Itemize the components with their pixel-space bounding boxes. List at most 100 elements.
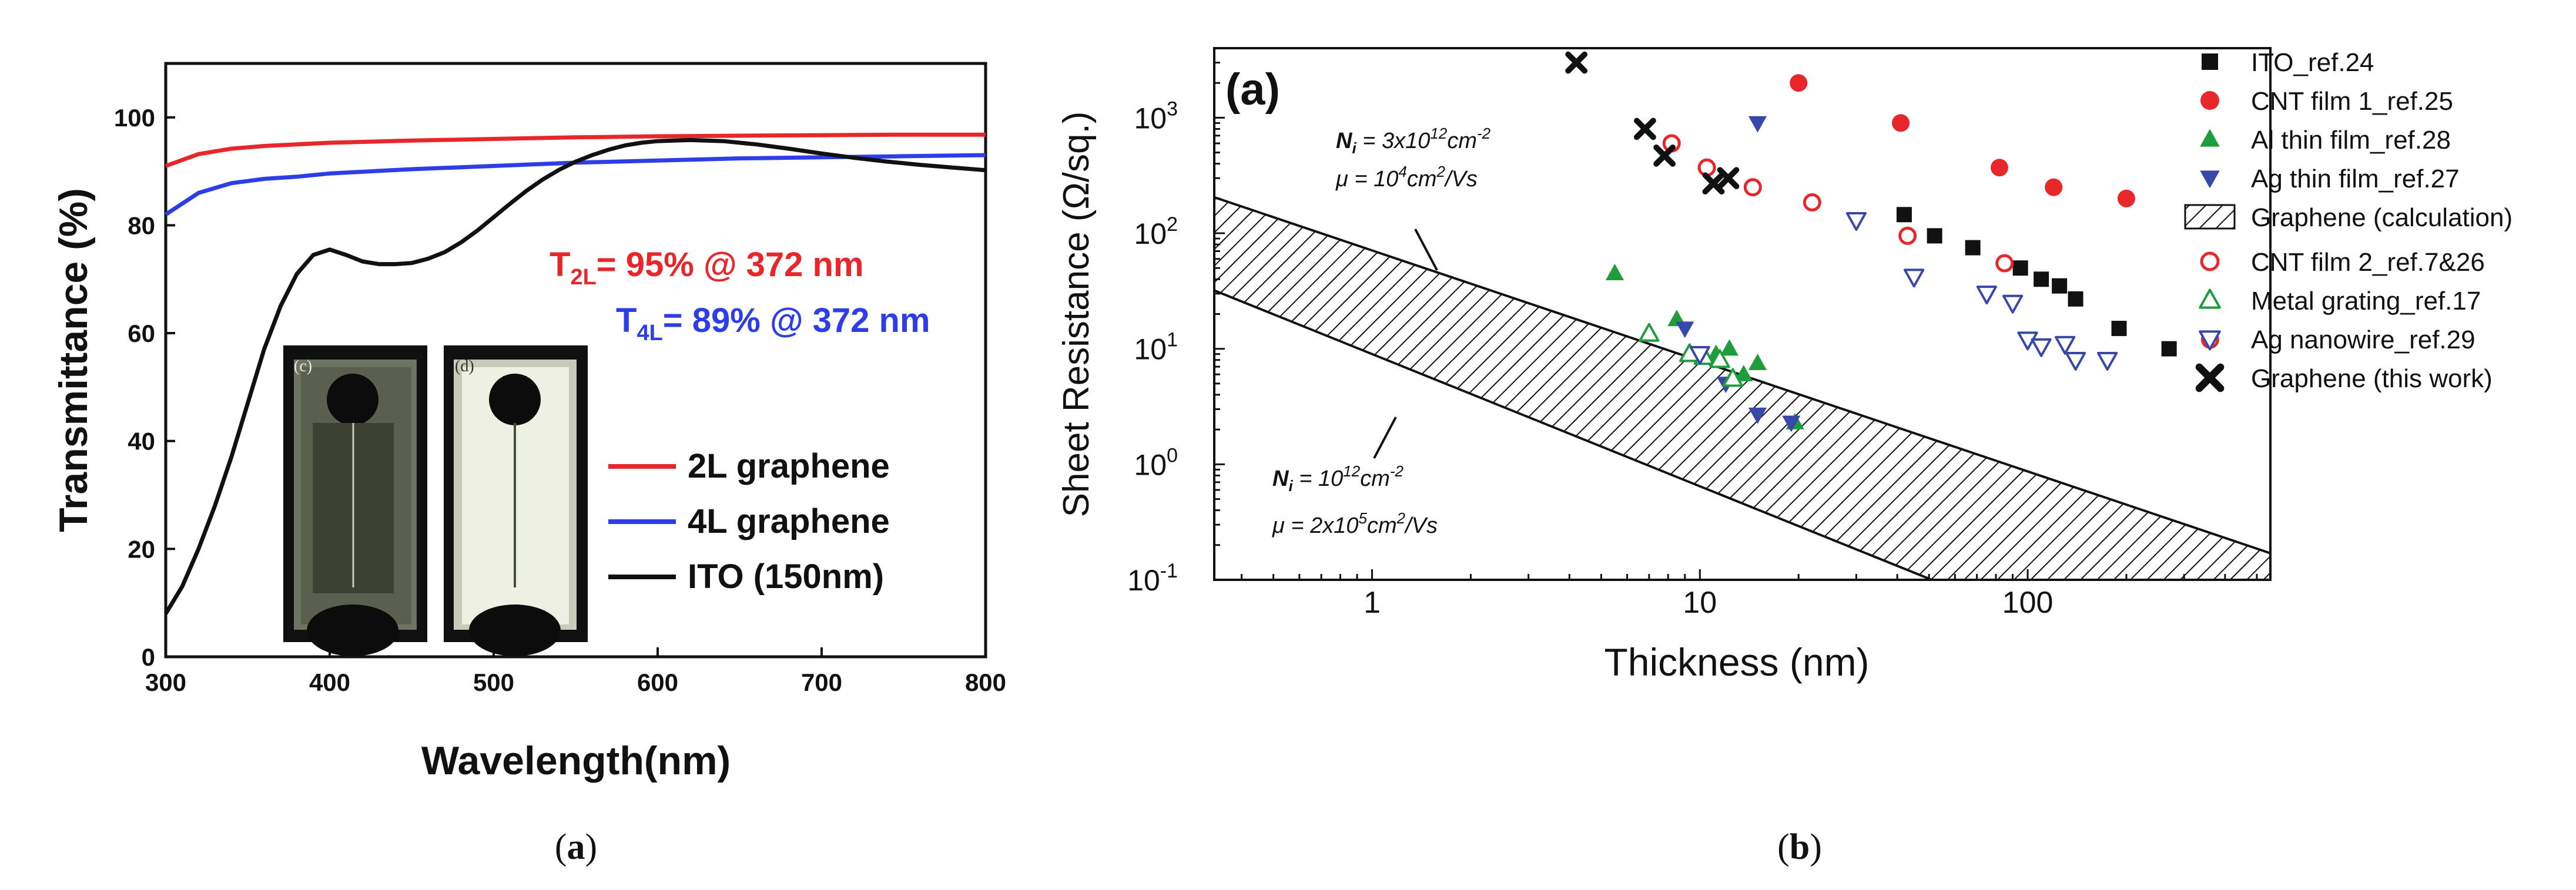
point-graphene-this-work-stroke <box>1702 172 1725 195</box>
legend-marker-cnt-film-1-ref-25 <box>2200 91 2219 110</box>
legend-label-2l: 2L graphene <box>688 447 890 485</box>
point-ag-thin-film-ref-27 <box>1748 116 1767 133</box>
annotation-t4l-sub: 4L <box>637 321 662 345</box>
legend-label-ito: ITO (150nm) <box>688 557 884 596</box>
point-metal-grating-ref-17 <box>1639 323 1660 342</box>
point-ag-nanowire-ref-29 <box>1689 345 1710 365</box>
point-cnt-film-2-ref-7-26 <box>1803 193 1821 212</box>
point-graphene-this-work <box>1633 117 1656 140</box>
point-ag-nanowire-ref-29 <box>2065 352 2086 371</box>
graphene-calculation-band <box>1214 196 2270 580</box>
band-upper-mu-unit: cm <box>1407 167 1437 192</box>
right-y-tick-exp: 2 <box>1167 213 1178 236</box>
legend-label-graphene-calculation: Graphene (calculation) <box>2251 203 2513 232</box>
band-upper-pointer <box>1414 229 1438 271</box>
band-annotation-upper: Ni = 3x1012cm-2 μ = 104cm2/Vs <box>1335 125 1491 271</box>
point-cnt-film-2-ref-7-26 <box>1743 178 1762 197</box>
right-y-tick-label: 102 <box>1134 213 1178 250</box>
series-line-ito <box>164 137 986 615</box>
point-ag-nanowire-ref-29 <box>2031 338 2052 357</box>
right-y-tick-base: 10 <box>1134 102 1167 135</box>
band-lower-n-exp: 12 <box>1343 462 1360 480</box>
band-lower-mu: μ = 2x105cm2/Vs <box>1272 509 1438 538</box>
right-y-tick-exp: -1 <box>1160 560 1178 582</box>
band-lower-mu-tail: /Vs <box>1403 513 1438 538</box>
band-upper-n-uexp: -2 <box>1477 125 1491 142</box>
legend-label-cnt-film-1-ref-25: CNT film 1_ref.25 <box>2251 87 2453 116</box>
annotation-t2l-rest: = 95% @ 372 nm <box>597 246 864 284</box>
right-data-points <box>1565 51 2219 432</box>
point-ag-nanowire-ref-29 <box>2055 335 2076 355</box>
left-x-tick-label: 500 <box>473 669 514 696</box>
left-x-tick-label: 600 <box>637 669 678 696</box>
point-graphene-this-work-stroke <box>1565 51 1588 74</box>
point-graphene-this-work <box>1565 51 1588 74</box>
legend-marker-graphene-this-work <box>2195 363 2225 392</box>
point-ag-thin-film-ref-27 <box>1782 415 1801 432</box>
band-upper-n-exp: 12 <box>1430 125 1447 142</box>
band-lower-n-sub: i <box>1288 477 1293 495</box>
point-ag-nanowire-ref-29 <box>1845 211 1867 231</box>
legend-marker-cnt-film-2-ref-7-26 <box>2200 251 2220 271</box>
band-lower-n: Ni = 1012cm-2 <box>1272 462 1404 495</box>
band-upper-mu-exp2: 2 <box>1436 163 1446 180</box>
point-ito-ref-24 <box>2161 341 2177 357</box>
band-lower-n-symbol: N <box>1272 466 1289 491</box>
left-legend: 2L graphene 4L graphene ITO (150nm) <box>608 447 890 596</box>
band-upper-n-eq: = 3x10 <box>1356 129 1431 153</box>
left-x-tick-label: 400 <box>309 669 350 696</box>
inset-label-c: (c) <box>294 357 312 375</box>
right-x-tick-label: 1 <box>1364 586 1381 620</box>
right-y-axis-label: Sheet Resistance (Ω/sq.) <box>1056 112 1097 518</box>
left-y-tick-label: 100 <box>114 104 155 132</box>
right-legend: ITO_ref.24 CNT film 1_ref.25 Al thin film_… <box>2184 48 2513 393</box>
right-x-tick-label: 10 <box>1683 586 1717 620</box>
inset-photo-c: (c) <box>283 345 427 656</box>
point-ag-thin-film-ref-27 <box>1748 407 1767 424</box>
caption-a: (a) <box>555 827 597 867</box>
band-lower-n-eq: = 10 <box>1293 466 1344 491</box>
point-cnt-film-2-ref-7-26 <box>1898 226 1917 245</box>
left-y-tick-label: 40 <box>128 428 155 455</box>
legend-label-graphene-this-work: Graphene (this work) <box>2251 364 2493 393</box>
right-y-tick-label: 100 <box>1134 444 1178 481</box>
caption-b: (b) <box>1777 827 1822 867</box>
legend-label-al-thin-film-ref-28: Al thin film_ref.28 <box>2251 126 2451 155</box>
point-ito-ref-24 <box>1896 207 1912 223</box>
legend-label-ag-nanowire-ref-29: Ag nanowire_ref.29 <box>2251 325 2475 354</box>
band-upper-n-unit: cm <box>1447 129 1477 153</box>
right-y-tick-label: 101 <box>1134 329 1178 366</box>
point-cnt-film-1-ref-25 <box>1892 114 1910 132</box>
point-ito-ref-24 <box>2068 291 2083 307</box>
band-lower-n-uexp: -2 <box>1390 462 1404 480</box>
annotation-t4l: T4L= 89% @ 372 nm <box>616 301 930 345</box>
point-ito-ref-24 <box>2034 271 2049 287</box>
legend-label-ito-ref-24: ITO_ref.24 <box>2251 48 2374 77</box>
band-lower-mu-base: μ = 2x10 <box>1272 513 1359 538</box>
left-y-tick-label: 0 <box>142 643 155 671</box>
band-upper-mu-base: μ = 10 <box>1335 167 1398 192</box>
inset-label-d: (d) <box>455 357 474 375</box>
legend-label-4l: 4L graphene <box>688 502 890 540</box>
point-ito-ref-24 <box>2111 321 2127 337</box>
point-ag-thin-film-ref-27 <box>1676 321 1694 338</box>
band-upper-mu-tail: /Vs <box>1443 167 1478 192</box>
legend-marker-metal-grating-ref-17 <box>2199 288 2221 309</box>
left-y-tick-label: 20 <box>128 535 155 563</box>
point-ag-nanowire-ref-29 <box>2002 294 2024 314</box>
caption-a-letter: a <box>567 827 585 867</box>
annotation-t2l: T2L= 95% @ 372 nm <box>550 246 864 290</box>
annotation-t4l-symbol: T <box>616 301 637 340</box>
legend-marker-graphene-this-work-stroke <box>2195 363 2225 392</box>
band-lower-n-unit: cm <box>1360 466 1390 491</box>
point-graphene-this-work <box>1717 167 1740 190</box>
legend-label-metal-grating-ref-17: Metal grating_ref.17 <box>2251 287 2481 315</box>
annotation-t2l-sub: 2L <box>570 265 596 290</box>
right-y-tick-base: 10 <box>1134 217 1167 250</box>
right-y-tick-exp: 1 <box>1167 329 1178 351</box>
inset-photo-d: (d) <box>444 345 588 656</box>
point-metal-grating-ref-17 <box>1709 349 1730 368</box>
